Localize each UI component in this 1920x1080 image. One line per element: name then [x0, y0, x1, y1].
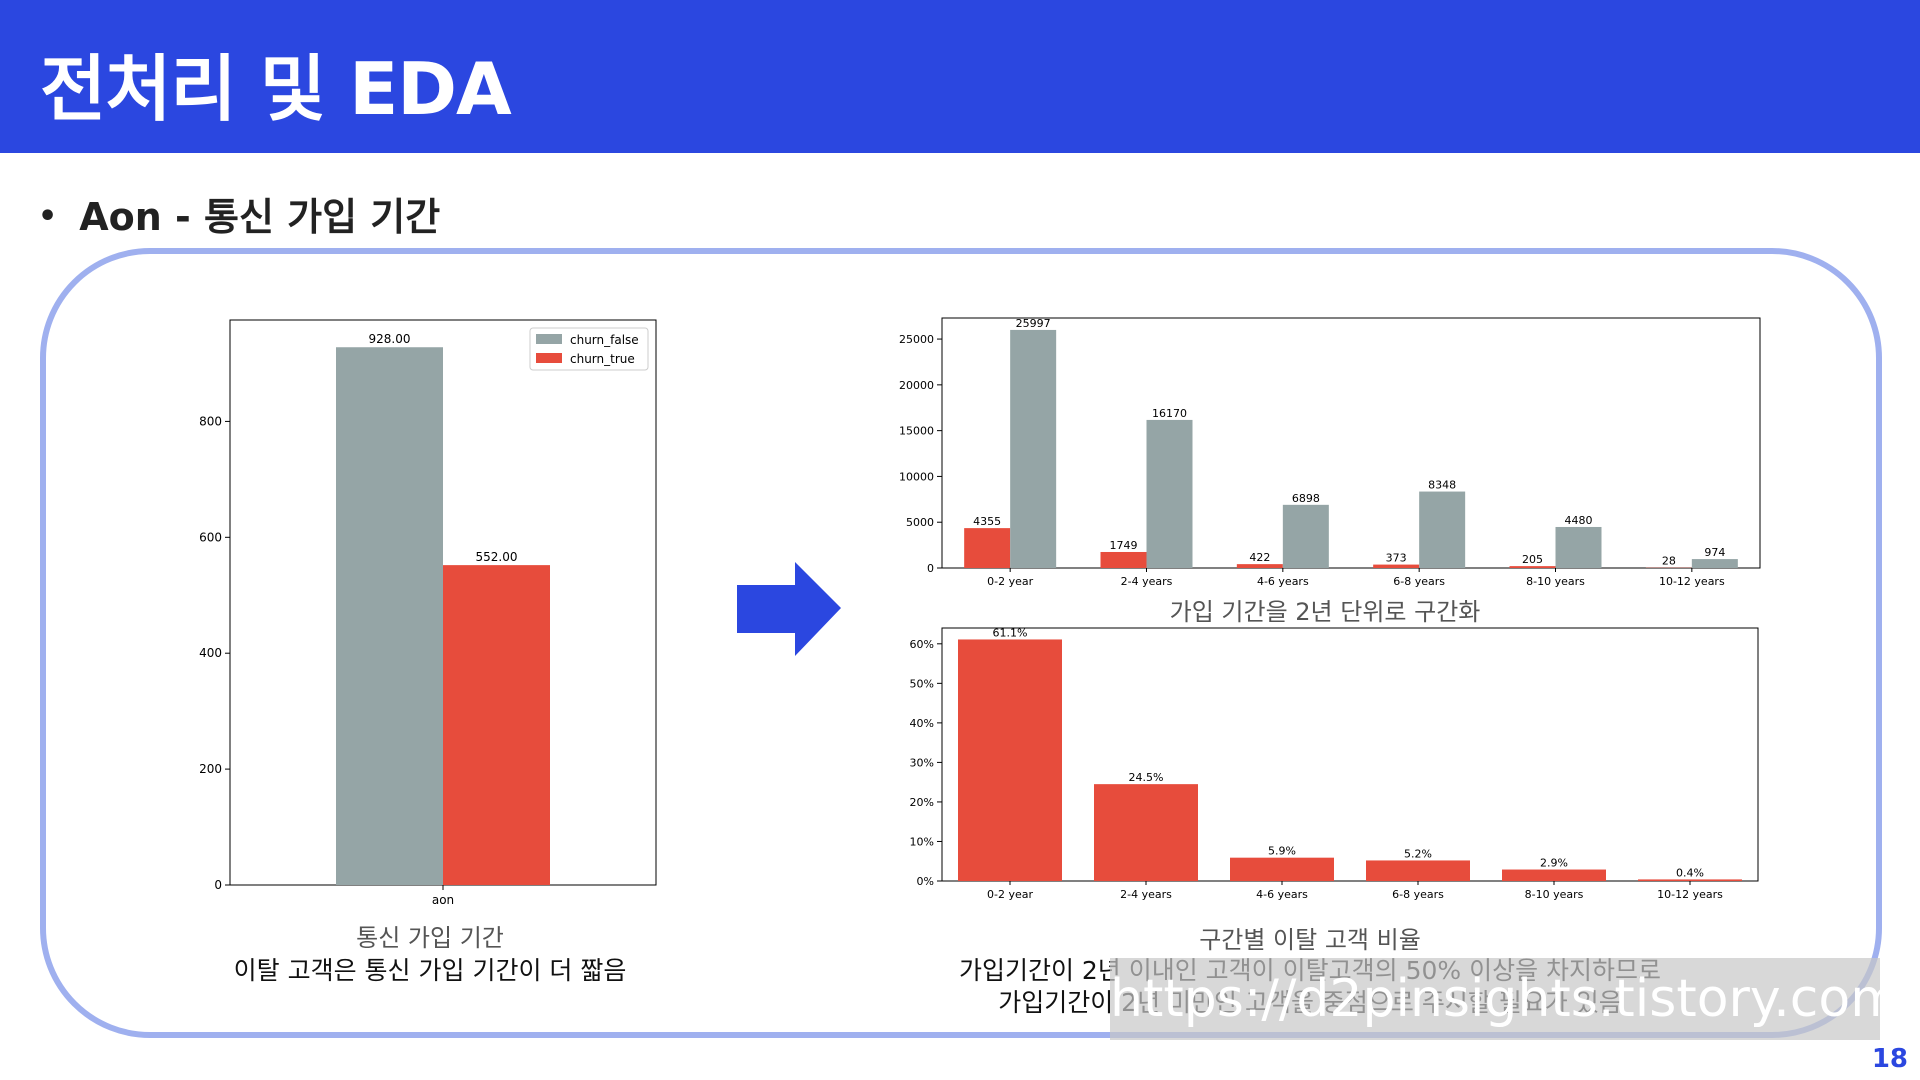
- data-label: 0.4%: [1676, 866, 1704, 879]
- plot-area: [941, 627, 1759, 882]
- legend-swatch-churn_true: [536, 353, 562, 363]
- arrow-right-icon: [737, 562, 841, 656]
- data-label: 4355: [973, 515, 1001, 528]
- data-label: 422: [1249, 551, 1270, 564]
- page-number: 18: [1871, 1044, 1908, 1074]
- bar-churn-rate: [1094, 784, 1198, 881]
- bar-churn_false: [1010, 329, 1057, 568]
- legend-label: churn_true: [570, 352, 635, 366]
- y-tick-label: 30%: [910, 756, 934, 769]
- y-tick-label: 0%: [917, 875, 934, 888]
- section-bullet: • Aon - 통신 가입 기간: [38, 186, 440, 241]
- watermark-overlay: https://d2pinsights.tistory.com: [1110, 958, 1880, 1040]
- data-label: 2.9%: [1540, 857, 1568, 870]
- data-label: 1749: [1110, 539, 1138, 552]
- left-chart-caption: 통신 가입 기간: [356, 924, 504, 952]
- x-tick-label: 6-8 years: [1393, 575, 1445, 588]
- y-tick-label: 200: [199, 762, 222, 776]
- right-top-bar-chart: 0 5000 10000 15000 20000 25000 4355 25997 0-2 ye…: [899, 317, 1761, 588]
- bullet-dot-icon: •: [38, 199, 58, 234]
- data-label: 552.00: [476, 550, 518, 564]
- y-tick-label: 25000: [899, 333, 934, 346]
- y-tick-label: 20%: [910, 796, 934, 809]
- bar-churn_true: [1236, 564, 1283, 568]
- left-chart-subcaption: 이탈 고객은 통신 가입 기간이 더 짧음: [233, 956, 627, 985]
- bar-churn_true: [1373, 564, 1420, 568]
- right-bottom-bar-chart: 0% 10% 20% 30% 40% 50% 60% 61.1% 0-2 year 24.5% 2-…: [910, 626, 1759, 901]
- x-tick-label: aon: [432, 893, 454, 907]
- y-tick-label: 0: [927, 562, 934, 575]
- data-label: 974: [1704, 546, 1725, 559]
- right-bottom-caption: 구간별 이탈 고객 비율: [1199, 926, 1421, 954]
- x-tick-label: 0-2 year: [987, 888, 1033, 901]
- data-label: 28: [1662, 555, 1676, 568]
- data-label: 205: [1522, 553, 1543, 566]
- x-tick-label: 4-6 years: [1256, 888, 1308, 901]
- data-label: 61.1%: [993, 626, 1028, 639]
- bar-churn-rate: [1366, 860, 1470, 881]
- bar-churn-rate: [958, 639, 1062, 881]
- x-tick-label: 0-2 year: [987, 575, 1033, 588]
- x-tick-label: 8-10 years: [1525, 888, 1584, 901]
- bar-churn_false: [336, 347, 443, 885]
- header-bar: 전처리 및 EDA: [0, 0, 1920, 153]
- data-label: 4480: [1565, 514, 1593, 527]
- y-tick-label: 10000: [899, 470, 934, 483]
- y-tick-label: 0: [214, 878, 222, 892]
- bar-churn-rate: [1638, 879, 1742, 881]
- data-label: 8348: [1428, 479, 1456, 492]
- y-tick-label: 15000: [899, 425, 934, 438]
- bar-churn_true: [1509, 566, 1556, 568]
- x-tick-label: 8-10 years: [1526, 575, 1585, 588]
- content-frame: [40, 248, 1882, 1038]
- data-label: 5.9%: [1268, 845, 1296, 858]
- x-tick-label: 4-6 years: [1257, 575, 1309, 588]
- bar-churn_false: [1282, 504, 1329, 568]
- x-tick-label: 10-12 years: [1657, 888, 1723, 901]
- y-tick-label: 20000: [899, 379, 934, 392]
- y-tick-label: 40%: [910, 717, 934, 730]
- x-tick-label: 10-12 years: [1659, 575, 1725, 588]
- bar-churn_true: [443, 565, 550, 885]
- plot-area: [941, 317, 1761, 569]
- legend-swatch-churn_false: [536, 334, 562, 344]
- y-tick-label: 60%: [910, 638, 934, 651]
- y-tick-label: 50%: [910, 677, 934, 690]
- x-tick-label: 2-4 years: [1121, 575, 1173, 588]
- bar-churn_false: [1555, 526, 1602, 568]
- data-label: 928.00: [369, 332, 411, 346]
- bar-churn_true: [964, 528, 1011, 568]
- data-label: 16170: [1152, 407, 1187, 420]
- y-tick-label: 800: [199, 414, 222, 428]
- y-tick-label: 10%: [910, 835, 934, 848]
- section-heading: Aon - 통신 가입 기간: [79, 195, 441, 239]
- x-tick-label: 2-4 years: [1120, 888, 1172, 901]
- data-label: 5.2%: [1404, 847, 1432, 860]
- x-tick-label: 6-8 years: [1392, 888, 1444, 901]
- right-top-caption: 가입 기간을 2년 단위로 구간화: [1169, 598, 1481, 626]
- data-label: 25997: [1016, 317, 1051, 330]
- data-label: 373: [1386, 552, 1407, 565]
- bar-churn-rate: [1230, 857, 1334, 881]
- y-tick-label: 5000: [906, 516, 934, 529]
- bar-churn_true: [1100, 551, 1147, 568]
- bar-churn_false: [1419, 491, 1466, 568]
- data-label: 6898: [1292, 492, 1320, 505]
- left-bar-chart: 0 200 400 600 800 928.00 552.00 aon churn_falsec…: [199, 319, 657, 907]
- legend-label: churn_false: [570, 333, 639, 347]
- data-label: 24.5%: [1129, 771, 1164, 784]
- y-tick-label: 400: [199, 646, 222, 660]
- bar-churn_false: [1691, 559, 1738, 568]
- bar-churn-rate: [1502, 869, 1606, 881]
- page-title: 전처리 및 EDA: [40, 47, 512, 131]
- bar-churn_false: [1146, 419, 1193, 568]
- y-tick-label: 600: [199, 530, 222, 544]
